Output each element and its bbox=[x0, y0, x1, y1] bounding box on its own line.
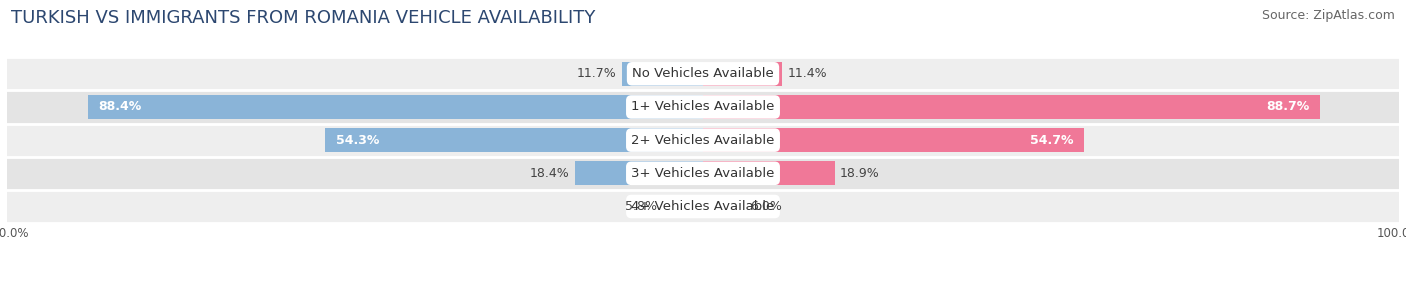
Text: 88.7%: 88.7% bbox=[1267, 100, 1310, 114]
Text: 3+ Vehicles Available: 3+ Vehicles Available bbox=[631, 167, 775, 180]
Bar bbox=[703, 161, 835, 185]
Bar bbox=[7, 124, 1399, 157]
Legend: Turkish, Immigrants from Romania: Turkish, Immigrants from Romania bbox=[555, 284, 851, 286]
Text: No Vehicles Available: No Vehicles Available bbox=[633, 67, 773, 80]
Bar bbox=[575, 161, 703, 185]
Text: 54.3%: 54.3% bbox=[336, 134, 378, 147]
Text: TURKISH VS IMMIGRANTS FROM ROMANIA VEHICLE AVAILABILITY: TURKISH VS IMMIGRANTS FROM ROMANIA VEHIC… bbox=[11, 9, 596, 27]
Text: 1+ Vehicles Available: 1+ Vehicles Available bbox=[631, 100, 775, 114]
Bar bbox=[703, 95, 1320, 119]
Bar bbox=[703, 128, 1084, 152]
Text: 6.0%: 6.0% bbox=[751, 200, 782, 213]
Bar bbox=[7, 157, 1399, 190]
Bar bbox=[7, 190, 1399, 223]
Bar bbox=[703, 62, 782, 86]
Text: 18.9%: 18.9% bbox=[841, 167, 880, 180]
Text: 88.4%: 88.4% bbox=[98, 100, 142, 114]
Bar bbox=[325, 128, 703, 152]
Text: Source: ZipAtlas.com: Source: ZipAtlas.com bbox=[1261, 9, 1395, 21]
Bar bbox=[621, 62, 703, 86]
Bar bbox=[703, 194, 745, 219]
Bar bbox=[7, 90, 1399, 124]
Bar bbox=[87, 95, 703, 119]
Text: 4+ Vehicles Available: 4+ Vehicles Available bbox=[631, 200, 775, 213]
Text: 2+ Vehicles Available: 2+ Vehicles Available bbox=[631, 134, 775, 147]
Bar bbox=[662, 194, 703, 219]
Text: 18.4%: 18.4% bbox=[530, 167, 569, 180]
Text: 11.7%: 11.7% bbox=[576, 67, 616, 80]
Text: 54.7%: 54.7% bbox=[1029, 134, 1073, 147]
Bar bbox=[7, 57, 1399, 90]
Text: 5.8%: 5.8% bbox=[626, 200, 657, 213]
Text: 11.4%: 11.4% bbox=[787, 67, 828, 80]
